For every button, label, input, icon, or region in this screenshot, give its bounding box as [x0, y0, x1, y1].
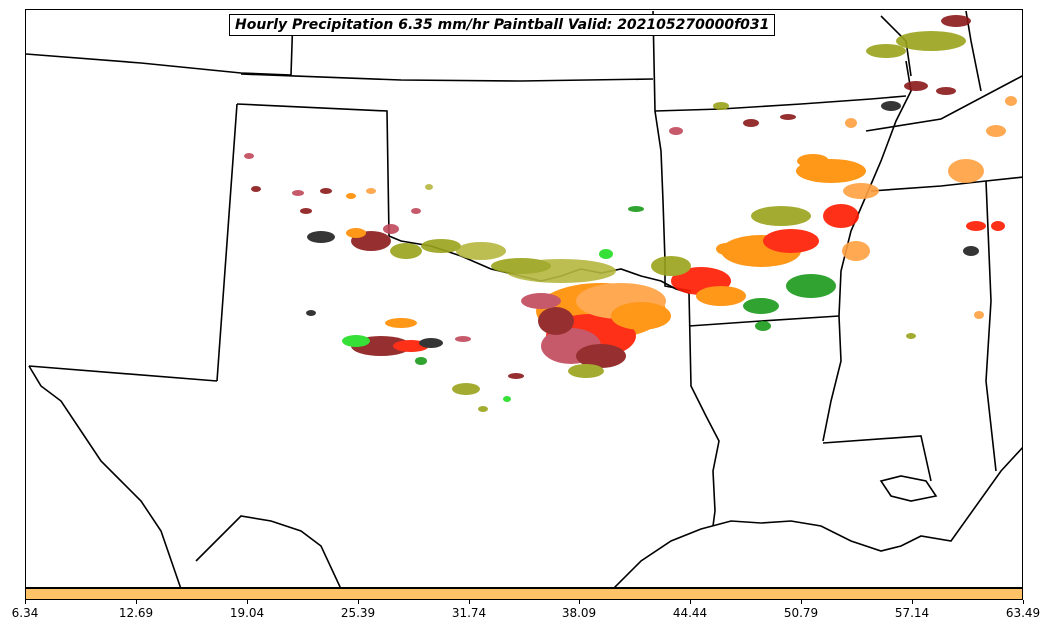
- border-texas-inner: [195, 515, 341, 587]
- border-nm-east: [236, 103, 390, 237]
- border-mississippi-river: [822, 60, 912, 442]
- colorbar-tick-mark: [25, 600, 26, 604]
- map-title: Hourly Precipitation 6.35 mm/hr Paintbal…: [229, 14, 776, 36]
- border-nm-south: [28, 365, 218, 382]
- border-mexico-rio: [28, 365, 182, 587]
- border-nm-west: [216, 103, 238, 382]
- border-co-north: [26, 53, 292, 76]
- colorbar-tick-label: 12.69: [118, 606, 154, 620]
- colorbar-tick-mark: [469, 600, 470, 604]
- border-la-west: [688, 292, 720, 527]
- colorbar-tick-label: 6.34: [11, 606, 39, 620]
- map-panel: [25, 9, 1023, 588]
- border-ar-mo: [654, 95, 907, 112]
- map-canvas: [26, 10, 1022, 587]
- colorbar-tick-label: 57.14: [894, 606, 930, 620]
- border-mo-west: [652, 10, 692, 292]
- colorbar-tick-mark: [136, 600, 137, 604]
- colorbar-tick-label: 25.39: [340, 606, 376, 620]
- precip-cluster-northeast: [669, 15, 1017, 339]
- precip-cluster-central: [390, 239, 671, 378]
- border-ar-la: [688, 315, 840, 327]
- colorbar-tick-mark: [690, 600, 691, 604]
- colorbar-tick-label: 50.79: [783, 606, 819, 620]
- colorbar-tick-label: 63.49: [1005, 606, 1041, 620]
- colorbar: [25, 588, 1023, 600]
- border-ms-al: [985, 180, 997, 472]
- precip-cluster-west: [244, 153, 644, 412]
- colorbar-tick-label: 31.74: [451, 606, 487, 620]
- precip-cluster-east: [651, 154, 879, 331]
- colorbar-tick-mark: [247, 600, 248, 604]
- border-gulf-coast: [613, 446, 1022, 587]
- precipitation-paintball: [244, 15, 1017, 412]
- border-la-ms: [822, 435, 932, 482]
- colorbar-tick-mark: [579, 600, 580, 604]
- colorbar-tick-label: 44.44: [672, 606, 708, 620]
- border-ky-tn: [865, 75, 1022, 132]
- colorbar-tick-label: 38.09: [561, 606, 597, 620]
- border-gulf-bay: [879, 475, 938, 502]
- border-tn-south: [870, 176, 1022, 192]
- state-borders: [26, 10, 1022, 587]
- colorbar-axis: 6.34 12.69 19.04 25.39 31.74 38.09 44.44 50.79 5…: [0, 600, 1053, 630]
- colorbar-tick-label: 19.04: [229, 606, 265, 620]
- border-ks-ok: [240, 73, 654, 82]
- colorbar-tick-mark: [1023, 600, 1024, 604]
- colorbar-tick-mark: [912, 600, 913, 604]
- colorbar-tick-mark: [358, 600, 359, 604]
- colorbar-tick-mark: [801, 600, 802, 604]
